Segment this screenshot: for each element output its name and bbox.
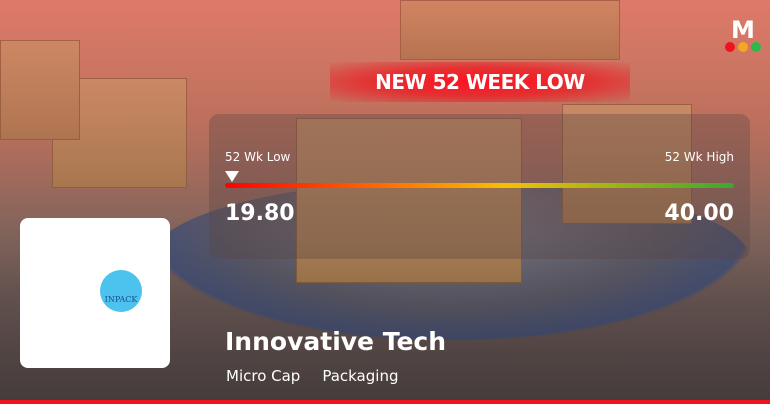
bottom-accent-bar [0,400,770,404]
high-value: 40.00 [664,201,734,226]
high-label: 52 Wk High [664,150,734,164]
box-graphic [296,118,522,283]
box-graphic [0,40,80,140]
green-dot-icon [751,42,761,52]
low-label: 52 Wk Low [225,150,291,164]
new-52-week-low-banner: NEW 52 WEEK LOW [330,62,630,102]
brand-logo-letter: M [731,16,755,44]
market-cap-tag: Micro Cap [226,367,301,385]
sector-tag: Packaging [322,367,399,385]
low-value: 19.80 [225,201,295,226]
company-logo-text: INPACK [104,295,138,304]
orange-dot-icon [738,42,748,52]
current-price-marker-icon [225,171,239,182]
brand-logo: M [724,16,762,54]
box-graphic [400,0,620,60]
box-graphic [562,104,692,224]
company-name: Innovative Tech [225,327,447,356]
company-logo-icon: INPACK [100,270,142,312]
company-logo-card: INPACK [20,218,170,368]
red-dot-icon [725,42,735,52]
range-bar [225,183,734,188]
